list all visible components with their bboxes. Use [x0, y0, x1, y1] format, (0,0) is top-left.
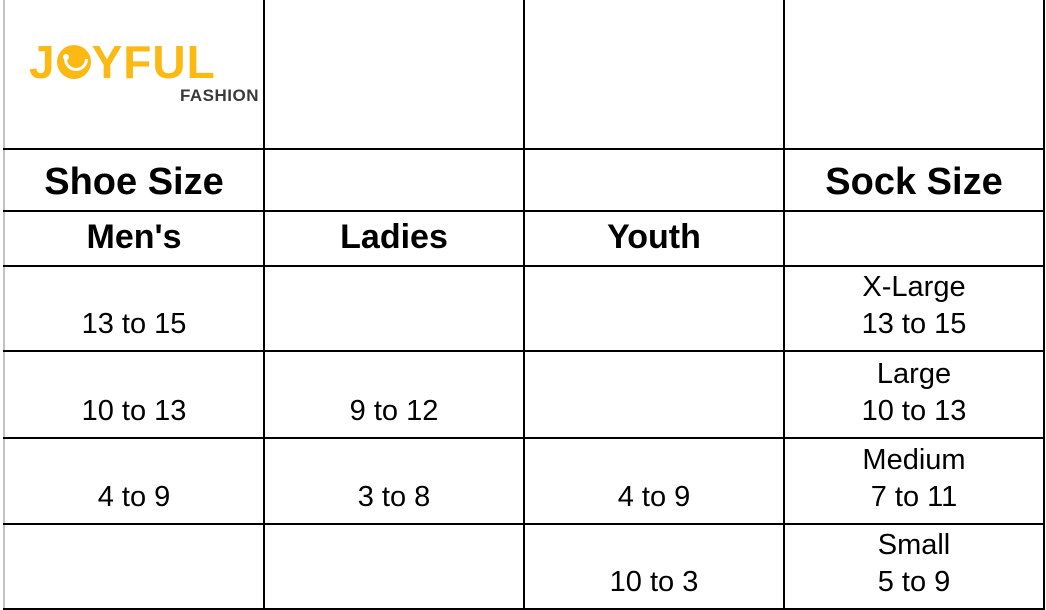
sock-label: Medium [862, 444, 966, 476]
ladies-cell[interactable] [263, 265, 525, 352]
header-row: Shoe Size Sock Size [3, 148, 1045, 212]
sock-cell[interactable]: X-Large 13 to 15 [783, 265, 1045, 352]
sock-range: 7 to 11 [870, 481, 958, 513]
youth-cell[interactable]: 10 to 3 [523, 523, 785, 610]
subheader-row: Men's Ladies Youth [3, 210, 1045, 267]
table-row: 4 to 9 3 to 8 4 to 9 Medium 7 to 11 [3, 437, 1045, 525]
cell[interactable] [523, 148, 785, 212]
mens-header[interactable]: Men's [3, 210, 265, 267]
sock-range: 10 to 13 [861, 395, 967, 427]
shoe-size-header[interactable]: Shoe Size [3, 148, 265, 212]
sock-size-header[interactable]: Sock Size [783, 148, 1045, 212]
ladies-cell[interactable]: 9 to 12 [263, 350, 525, 439]
youth-cell[interactable] [523, 265, 785, 352]
sock-label: X-Large [862, 271, 966, 303]
cell[interactable] [523, 0, 785, 150]
mens-cell[interactable] [3, 523, 265, 610]
cell[interactable] [263, 148, 525, 212]
cell[interactable] [783, 210, 1045, 267]
youth-header[interactable]: Youth [523, 210, 785, 267]
table-row: 13 to 15 X-Large 13 to 15 [3, 265, 1045, 352]
sock-label: Small [877, 529, 951, 561]
youth-cell[interactable]: 4 to 9 [523, 437, 785, 525]
sock-cell[interactable]: Large 10 to 13 [783, 350, 1045, 439]
ladies-cell[interactable] [263, 523, 525, 610]
ladies-header[interactable]: Ladies [263, 210, 525, 267]
cell[interactable] [783, 0, 1045, 150]
sock-range: 5 to 9 [877, 566, 951, 598]
joyful-fashion-logo: J YFUL FASHION [29, 36, 259, 105]
youth-cell[interactable] [523, 350, 785, 439]
smiley-icon [56, 45, 91, 79]
table-row: 10 to 3 Small 5 to 9 [3, 523, 1045, 610]
sock-range: 13 to 15 [861, 308, 967, 340]
table-row: 10 to 13 9 to 12 Large 10 to 13 [3, 350, 1045, 439]
size-chart-table: J YFUL FASHION Shoe Size Sock Size Men's … [3, 0, 1045, 610]
cell[interactable]: J YFUL FASHION [3, 0, 265, 150]
mens-cell[interactable]: 13 to 15 [3, 265, 265, 352]
logo-row: J YFUL FASHION [3, 0, 1045, 150]
sock-cell[interactable]: Small 5 to 9 [783, 523, 1045, 610]
sock-label: Large [876, 358, 952, 390]
sock-cell[interactable]: Medium 7 to 11 [783, 437, 1045, 525]
ladies-cell[interactable]: 3 to 8 [263, 437, 525, 525]
mens-cell[interactable]: 10 to 13 [3, 350, 265, 439]
mens-cell[interactable]: 4 to 9 [3, 437, 265, 525]
cell[interactable] [263, 0, 525, 150]
